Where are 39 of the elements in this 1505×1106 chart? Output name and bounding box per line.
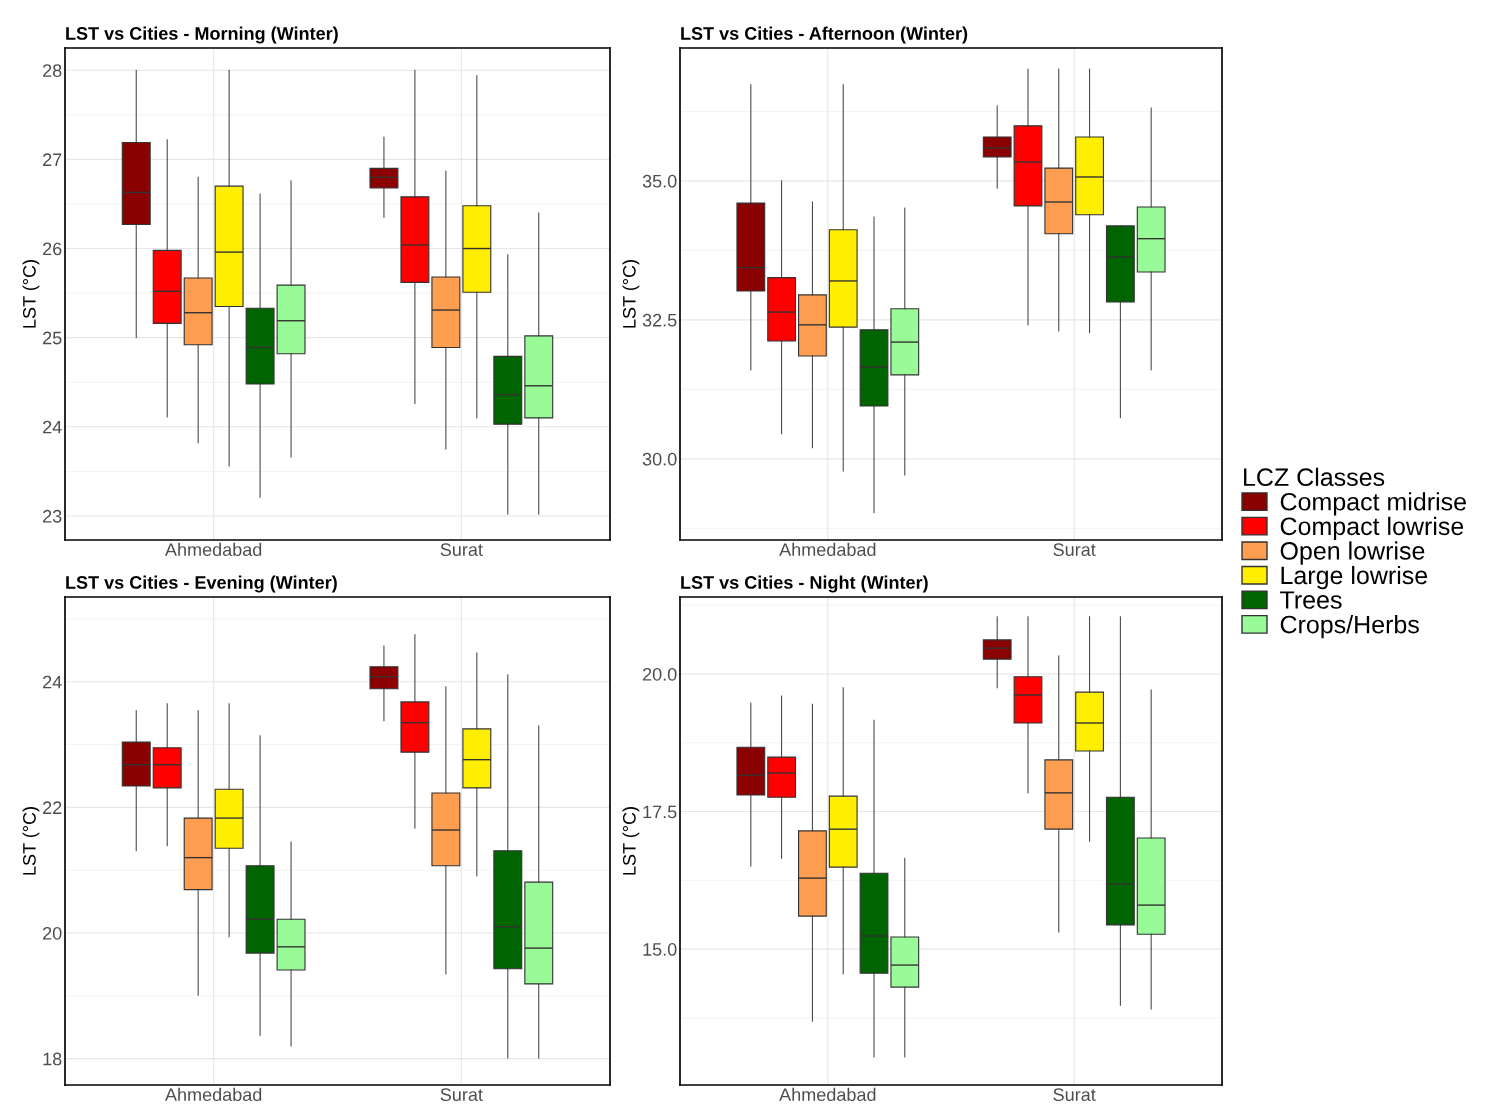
legend-label: Compact lowrise [1280,516,1464,541]
chart-title: LST vs Cities - Evening (Winter) [66,575,337,593]
legend-label: Crops/Herbs [1280,615,1419,639]
y-axis-title: LST (°C) [622,807,640,875]
legend-label: Trees [1280,591,1342,609]
y-tick-label: 15.0 [643,943,677,956]
y-tick-label: 23 [43,509,62,523]
y-tick-label: 28 [43,64,62,77]
x-tick-label: Surat [1053,1088,1096,1102]
y-axis-title: LST (°C) [22,807,40,875]
y-tick-label: 24 [43,675,62,689]
legend-label: Compact midrise [1280,492,1466,516]
y-tick-label: 18 [43,1052,62,1066]
legend-title: LCZ Classes [1244,467,1385,487]
x-tick-label: Ahmedabad [164,542,262,557]
y-tick-label: 30.0 [642,452,677,466]
x-tick-label: Surat [440,1088,483,1102]
y-tick-label: 32.5 [642,313,677,327]
y-tick-label: 20.0 [642,667,677,681]
x-tick-label: Surat [1053,543,1096,557]
y-tick-label: 24 [43,420,62,434]
x-tick-label: Surat [440,543,483,557]
x-tick-label: Ahmedabad [164,1087,262,1102]
y-tick-label: 26 [43,242,62,256]
y-tick-label: 17.5 [643,805,677,819]
y-tick-label: 20 [43,926,62,940]
chart-title: LST vs Cities - Afternoon (Winter) [681,26,968,44]
y-tick-label: 22 [43,801,62,814]
y-tick-label: 27 [43,153,62,166]
y-tick-label: 35.0 [642,174,677,188]
chart-title: LST vs Cities - Morning (Winter) [66,26,338,44]
chart-title: LST vs Cities - Night (Winter) [681,575,928,593]
x-tick-label: Ahmedabad [779,1087,876,1102]
y-tick-label: 25 [43,331,62,345]
legend-label: Large lowrise [1281,565,1428,590]
y-axis-title: LST (°C) [22,260,40,328]
x-tick-label: Ahmedabad [779,542,876,557]
legend-label: Open lowrise [1280,541,1425,565]
y-axis-title: LST (°C) [622,260,640,328]
